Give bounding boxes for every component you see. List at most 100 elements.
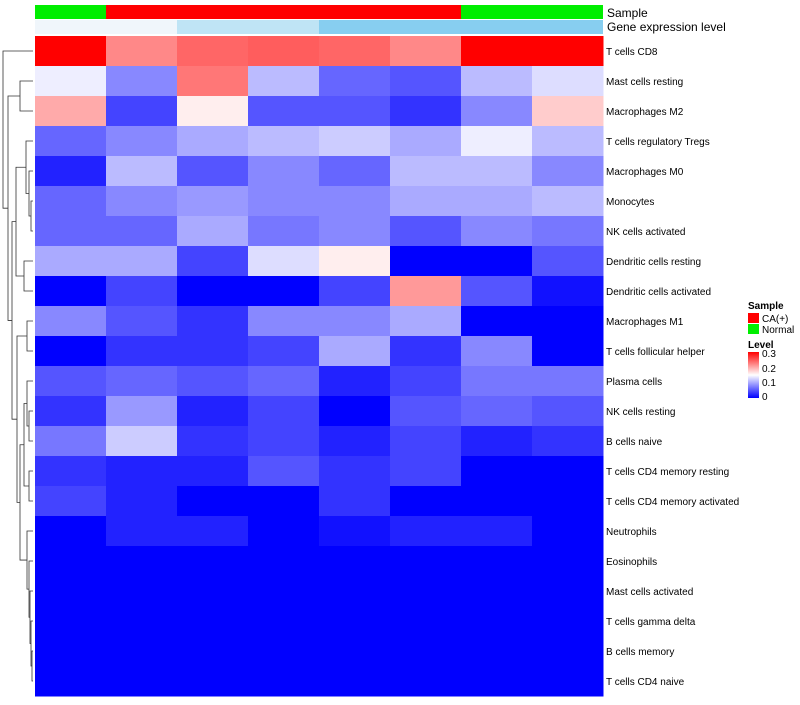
heatmap-cell-plasma-cells-2 <box>106 366 178 397</box>
annotation-expression-cell <box>248 20 319 34</box>
heatmap-cell-eosinophils-4 <box>248 546 320 577</box>
heatmap-cell-t-cells-gamma-delta-1 <box>35 606 107 637</box>
heatmap-cell-nk-cells-activated-2 <box>106 216 178 247</box>
legend-swatch-normal <box>748 324 759 334</box>
heatmap-cell-t-cells-cd4-memory-resting-1 <box>35 456 107 487</box>
heatmap-cell-mast-cells-resting-2 <box>106 66 178 97</box>
heatmap-cell-neutrophils-8 <box>532 516 604 547</box>
heatmap-cell-b-cells-naive-6 <box>390 426 462 457</box>
dendrogram-link <box>30 200 33 232</box>
heatmap-cell-b-cells-naive-2 <box>106 426 178 457</box>
heatmap-cell-t-cells-regulatory-tregs-5 <box>319 126 391 157</box>
heatmap-cell-t-cells-follicular-helper-3 <box>177 336 249 367</box>
heatmap-cell-t-cells-regulatory-tregs-8 <box>532 126 604 157</box>
heatmap-cell-macrophages-m0-4 <box>248 156 320 187</box>
row-label-nk-cells-resting: NK cells resting <box>606 407 675 418</box>
heatmap-cell-t-cells-cd4-memory-activated-3 <box>177 486 249 517</box>
annotation-expression-cell <box>106 20 177 34</box>
heatmap-cell-t-cells-regulatory-tregs-4 <box>248 126 320 157</box>
heatmap-cell-dendritic-cells-activated-3 <box>177 276 249 307</box>
heatmap-cell-macrophages-m0-1 <box>35 156 107 187</box>
heatmap-cell-dendritic-cells-resting-4 <box>248 246 320 277</box>
row-label-monocytes: Monocytes <box>606 197 654 208</box>
heatmap-cell-t-cells-cd8-6 <box>390 36 462 67</box>
heatmap-cell-nk-cells-activated-8 <box>532 216 604 247</box>
annotation-label-gene-expression: Gene expression level <box>607 20 726 34</box>
dendrogram-link <box>31 650 33 682</box>
heatmap-cell-macrophages-m1-8 <box>532 306 604 337</box>
heatmap-cell-nk-cells-resting-5 <box>319 396 391 427</box>
heatmap-cell-b-cells-memory-1 <box>35 636 107 667</box>
heatmap-cell-b-cells-naive-5 <box>319 426 391 457</box>
dendrogram-link <box>7 95 20 321</box>
heatmap-cell-plasma-cells-3 <box>177 366 249 397</box>
heatmap-cell-plasma-cells-6 <box>390 366 462 397</box>
heatmap-cell-monocytes-6 <box>390 186 462 217</box>
row-label-t-cells-cd8: T cells CD8 <box>606 47 658 58</box>
heatmap-cell-t-cells-regulatory-tregs-6 <box>390 126 462 157</box>
row-label-dendritic-cells-resting: Dendritic cells resting <box>606 257 701 268</box>
heatmap-cell-t-cells-gamma-delta-2 <box>106 606 178 637</box>
dendrogram-link <box>26 320 33 352</box>
heatmap-cell-b-cells-naive-1 <box>35 426 107 457</box>
dendrogram-link <box>19 444 27 561</box>
dendrogram-link <box>29 590 33 644</box>
heatmap-cells <box>35 36 604 697</box>
legend-tick-0-3: 0.3 <box>762 349 776 360</box>
heatmap-cell-t-cells-cd8-4 <box>248 36 320 67</box>
annotation-expression-cell <box>390 20 461 34</box>
heatmap-cell-mast-cells-activated-2 <box>106 576 178 607</box>
heatmap-cell-mast-cells-resting-3 <box>177 66 249 97</box>
heatmap-cell-eosinophils-1 <box>35 546 107 577</box>
heatmap-cell-macrophages-m1-1 <box>35 306 107 337</box>
dendrogram-link <box>23 403 29 487</box>
heatmap-cell-b-cells-memory-5 <box>319 636 391 667</box>
heatmap-cell-b-cells-memory-6 <box>390 636 462 667</box>
heatmap-cell-monocytes-4 <box>248 186 320 217</box>
annotation-sample-cell <box>461 5 532 19</box>
heatmap-cell-mast-cells-resting-4 <box>248 66 320 97</box>
annotation-sample-cell <box>319 5 390 19</box>
heatmap-cell-b-cells-naive-7 <box>461 426 533 457</box>
heatmap-cell-macrophages-m0-3 <box>177 156 249 187</box>
heatmap-cell-macrophages-m1-6 <box>390 306 462 337</box>
heatmap-cell-nk-cells-resting-8 <box>532 396 604 427</box>
row-label-t-cells-cd4-memory-activated: T cells CD4 memory activated <box>606 497 739 508</box>
heatmap-cell-plasma-cells-8 <box>532 366 604 397</box>
row-label-mast-cells-activated: Mast cells activated <box>606 587 693 598</box>
dendrogram-root <box>2 50 33 209</box>
row-labels: T cells CD8 Mast cells resting Macrophages… <box>606 47 739 688</box>
heatmap-cell-b-cells-memory-7 <box>461 636 533 667</box>
heatmap-cell-dendritic-cells-activated-8 <box>532 276 604 307</box>
row-label-b-cells-naive: B cells naive <box>606 437 663 448</box>
heatmap-cell-nk-cells-resting-7 <box>461 396 533 427</box>
heatmap-cell-t-cells-cd4-naive-1 <box>35 666 107 697</box>
heatmap-cell-t-cells-cd4-memory-activated-4 <box>248 486 320 517</box>
heatmap-cell-nk-cells-activated-5 <box>319 216 391 247</box>
heatmap-cell-t-cells-cd4-memory-resting-5 <box>319 456 391 487</box>
annotation-sample-cell <box>106 5 177 19</box>
dendrogram-link <box>28 410 33 442</box>
heatmap-cell-nk-cells-activated-4 <box>248 216 320 247</box>
heatmap-cell-eosinophils-8 <box>532 546 604 577</box>
heatmap-cell-mast-cells-activated-6 <box>390 576 462 607</box>
heatmap-cell-dendritic-cells-activated-4 <box>248 276 320 307</box>
row-label-macrophages-m1: Macrophages M1 <box>606 317 684 328</box>
row-label-plasma-cells: Plasma cells <box>606 377 662 388</box>
heatmap-cell-macrophages-m2-8 <box>532 96 604 127</box>
row-label-macrophages-m2: Macrophages M2 <box>606 107 684 118</box>
heatmap-cell-t-cells-follicular-helper-4 <box>248 336 320 367</box>
heatmap-cell-t-cells-regulatory-tregs-1 <box>35 126 107 157</box>
heatmap-cell-t-cells-cd4-naive-6 <box>390 666 462 697</box>
heatmap-cell-t-cells-follicular-helper-6 <box>390 336 462 367</box>
heatmap-cell-t-cells-cd4-naive-7 <box>461 666 533 697</box>
row-dendrogram <box>2 50 33 682</box>
heatmap-cell-dendritic-cells-activated-5 <box>319 276 391 307</box>
heatmap-cell-macrophages-m2-5 <box>319 96 391 127</box>
heatmap-cell-dendritic-cells-resting-1 <box>35 246 107 277</box>
dendrogram-link <box>23 260 33 292</box>
heatmap-cell-neutrophils-6 <box>390 516 462 547</box>
heatmap-cell-macrophages-m0-2 <box>106 156 178 187</box>
heatmap-cell-plasma-cells-5 <box>319 366 391 397</box>
